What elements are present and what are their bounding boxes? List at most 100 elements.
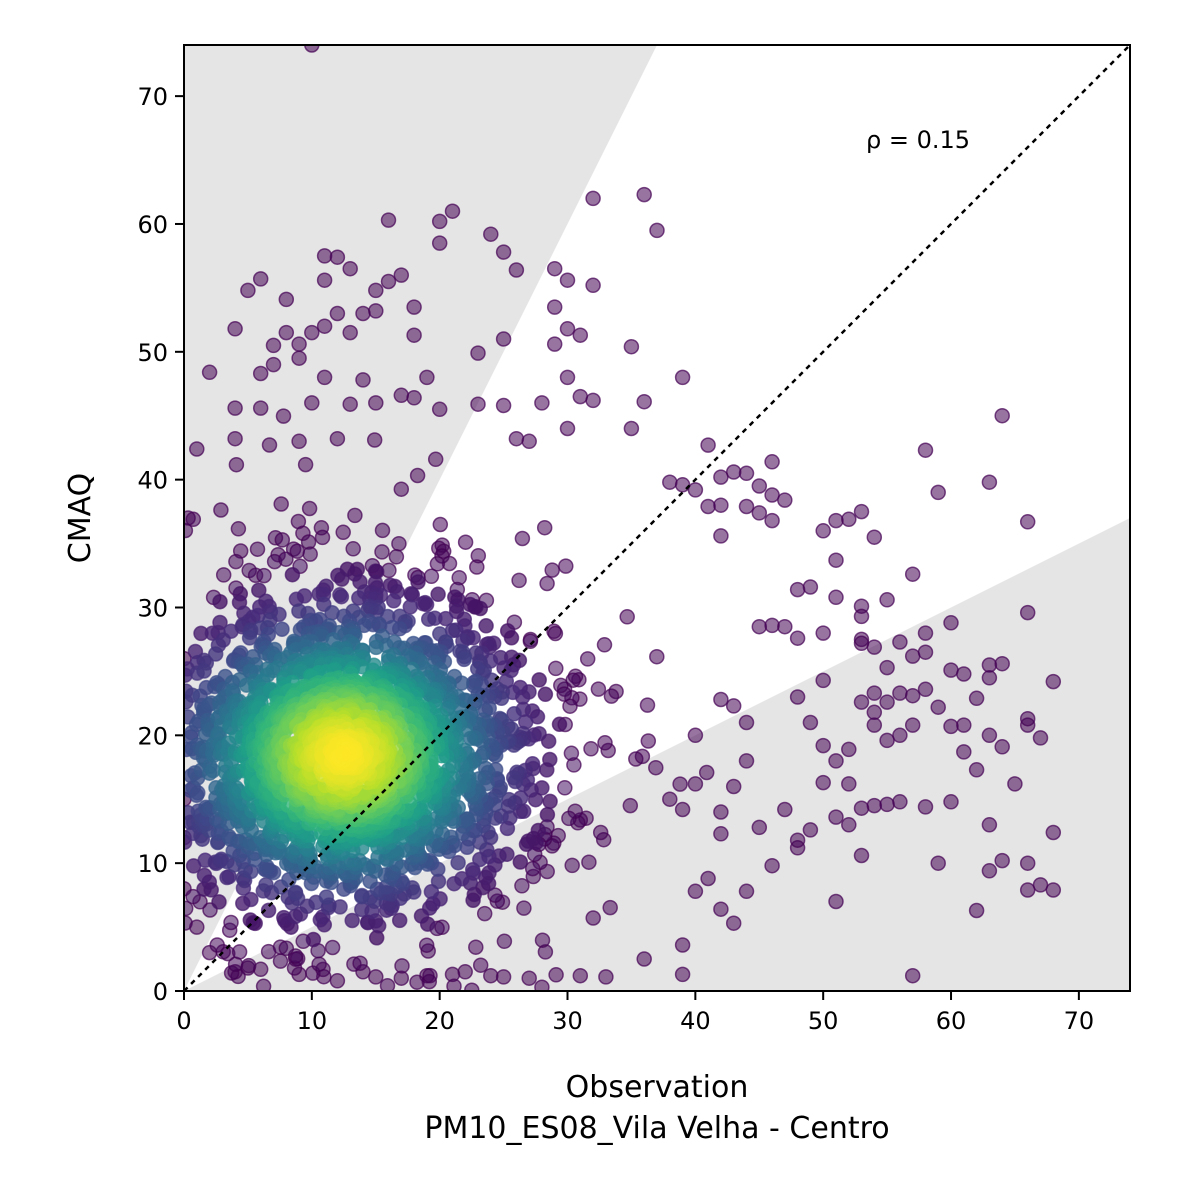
x-axis-sublabel: PM10_ES08_Vila Velha - Centro [424,1111,889,1146]
scatter-point [853,608,870,625]
scatter-point [240,957,257,974]
scatter-point [968,902,985,919]
scatter-point [557,780,573,796]
scatter-point [853,800,870,816]
scatter-point [506,706,522,722]
scatter-point [879,796,895,813]
scatter-point [521,433,537,450]
scatter-point [534,932,551,948]
scatter-point [738,714,755,731]
scatter-point [968,690,985,707]
scatter-point [930,699,946,715]
scatter-points [184,45,1062,991]
scatter-point [583,741,599,757]
scatter-point [556,686,572,702]
scatter-point [446,978,462,991]
scatter-point [431,213,448,230]
scatter-point [841,511,857,528]
scatter-point [536,519,553,536]
scatter-point [1032,730,1049,746]
scatter-point [213,502,229,518]
scatter-point [278,324,295,341]
scatter-point [815,774,831,791]
scatter-point [291,336,307,352]
scatter-point [468,939,484,955]
scatter-point [700,437,716,453]
scatter-point [503,630,520,646]
scatter-point [329,973,346,989]
scatter-point [738,498,755,515]
y-tick-label: 0 [153,978,168,1006]
scatter-point [318,889,335,905]
scatter-point [602,899,618,916]
scatter-point [542,793,558,810]
scatter-point [539,806,556,823]
correlation-annotation: ρ = 0.15 [866,126,970,154]
scatter-point [278,940,295,957]
scatter-point [943,662,959,678]
x-tick-label: 70 [1064,1007,1095,1035]
scatter-point [815,737,831,754]
scatter-point [228,456,245,473]
scatter-point [853,635,870,652]
scatter-point [305,931,322,948]
scatter-point [892,727,908,744]
scatter-point [879,592,895,608]
scatter-point [725,778,742,795]
scatter-point [943,794,959,810]
scatter-point [879,659,895,676]
scatter-point [892,685,908,701]
scatter-point [211,894,227,910]
scatter-point [981,474,998,490]
scatter-point [713,826,729,842]
scatter-point [297,456,314,473]
scatter-point [324,939,341,956]
scatter-point [304,324,320,341]
scatter-point [674,369,691,386]
scatter-point [1032,877,1049,893]
scatter-point [380,273,397,290]
scatter-point [230,521,247,537]
scatter-point [672,776,688,792]
scatter-point [184,522,194,539]
scatter-point [505,769,522,786]
scatter-point [311,956,327,972]
y-tick-label: 20 [137,722,168,750]
scatter-point [640,733,657,749]
scatter-point [994,407,1010,424]
scatter-point [866,639,883,655]
scatter-point [674,477,691,493]
scatter-point [427,451,444,468]
scatter-point [662,474,678,490]
scatter-point [231,944,248,960]
scatter-point [251,582,267,598]
y-tick-label: 10 [137,850,168,878]
scatter-point [508,430,525,447]
scatter-point [190,785,206,801]
scatter-point [636,393,652,410]
scatter-point [777,801,793,818]
scatter-point [260,902,277,919]
scatter-point [539,575,555,592]
scatter-point [487,887,503,903]
scatter-point [274,532,291,548]
scatter-point [764,617,780,634]
scatter-point [457,534,474,550]
scatter-point [789,581,806,598]
scatter-point [196,867,213,884]
scatter-point [789,630,806,646]
scatter-point [639,697,656,713]
scatter-point [252,400,269,416]
scatter-point [713,497,729,513]
scatter-point [514,530,531,547]
scatter-point [559,272,576,288]
scatter-point [537,686,554,703]
scatter-point [335,745,351,762]
scatter-point [917,625,934,641]
scatter-point [994,655,1010,672]
scatter-point [265,337,282,354]
scatter-point [751,819,768,836]
scatter-point [815,523,831,539]
scatter-point [272,953,289,969]
